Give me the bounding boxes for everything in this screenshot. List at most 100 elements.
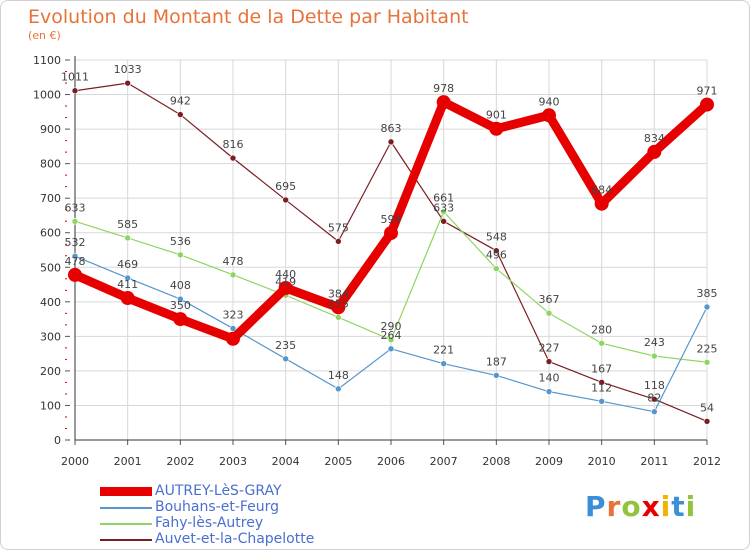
y-tick-label: 200: [40, 365, 61, 378]
series-3-point: [229, 154, 237, 162]
legend-swatch-bouhans: [100, 507, 152, 509]
series-3-point: [598, 379, 605, 386]
series-1-point: [335, 385, 342, 393]
data-label: 243: [644, 336, 665, 349]
series-1-point: [545, 388, 553, 395]
x-tick-label: 2007: [430, 455, 458, 468]
series-2-point: [71, 218, 79, 225]
x-tick-label: 2009: [535, 455, 563, 468]
series-0-point: [436, 95, 451, 110]
data-label: 834: [644, 132, 665, 145]
series-3-point: [335, 238, 342, 245]
data-label: 355: [328, 297, 349, 310]
legend-swatch-auvet: [100, 539, 152, 541]
data-label: 532: [65, 236, 86, 249]
series-1-point: [387, 345, 395, 353]
series-3-point: [703, 418, 711, 425]
x-tick-label: 2006: [377, 455, 405, 468]
series-3-point: [124, 79, 131, 87]
series-1-point: [703, 303, 711, 311]
data-label: 148: [328, 369, 349, 382]
series-1-point: [493, 372, 500, 379]
data-label: 1011: [61, 71, 89, 84]
x-tick-label: 2012: [693, 455, 721, 468]
data-label: 227: [539, 342, 560, 355]
legend-label-autrey: AUTREY-LèS-GRAY: [155, 483, 282, 499]
data-label: 264: [381, 329, 402, 342]
data-label: 140: [539, 372, 560, 385]
y-tick-label: 800: [40, 158, 61, 171]
data-label: 367: [539, 293, 560, 306]
series-2-point: [229, 271, 237, 279]
series-3-point: [282, 196, 289, 204]
x-tick-label: 2005: [324, 455, 352, 468]
series-2-point: [440, 208, 447, 215]
series-1-point: [229, 325, 237, 332]
data-label: 575: [328, 221, 349, 234]
legend-swatch-autrey: [100, 487, 152, 496]
series-0-point: [120, 291, 135, 306]
data-label: 496: [486, 249, 507, 262]
data-label: 816: [223, 138, 244, 151]
data-label: 661: [433, 192, 454, 205]
series-0-point: [226, 331, 240, 346]
legend-item-bouhans: Bouhans-et-Feurg: [100, 499, 360, 516]
series-1-point: [598, 398, 605, 405]
legend-item-autrey: AUTREY-LèS-GRAY: [100, 483, 360, 500]
data-label: 599: [381, 213, 402, 226]
chart-subtitle: (en €): [28, 29, 61, 42]
data-label: 536: [170, 235, 191, 248]
series-1-point: [282, 355, 289, 363]
data-label: 548: [486, 231, 507, 244]
y-tick-label: 600: [40, 227, 61, 240]
data-label: 478: [223, 255, 244, 268]
data-label: 350: [170, 299, 191, 312]
series-3-point: [71, 87, 79, 95]
series-3-point: [493, 247, 500, 254]
y-tick-label: 300: [40, 330, 61, 343]
data-label: 942: [170, 95, 191, 108]
series-2-point: [335, 314, 342, 321]
series-2-point: [598, 339, 605, 347]
y-tick-label: 500: [40, 261, 61, 274]
data-label: 280: [591, 323, 612, 336]
y-tick-label: 1100: [33, 54, 61, 67]
series-0-point: [384, 226, 398, 241]
series-0-point: [173, 312, 188, 327]
x-tick-label: 2001: [114, 455, 142, 468]
data-label: 323: [223, 308, 244, 321]
data-label: 408: [170, 279, 191, 292]
data-label: 82: [647, 392, 661, 405]
series-3-point: [440, 218, 447, 225]
line-chart: 0 100 200 300 400 500 600 700 800 900 1000 1100 2000…: [33, 54, 721, 468]
data-label: 290: [381, 320, 402, 333]
data-label: 684: [591, 184, 612, 197]
data-label: 118: [644, 379, 665, 392]
series-3-point: [651, 395, 658, 403]
series-2-point: [493, 265, 500, 272]
data-label: 225: [697, 342, 718, 355]
series-0-point: [542, 108, 556, 123]
data-label: 901: [486, 109, 507, 122]
series-1-point: [440, 360, 447, 367]
series-1-point: [124, 274, 131, 282]
series-0-point: [331, 300, 346, 315]
data-label: 235: [275, 339, 296, 352]
data-label: 633: [65, 201, 86, 214]
data-label: 384: [328, 287, 349, 300]
data-label: 419: [275, 275, 296, 288]
series-0-point: [647, 144, 662, 159]
data-label: 978: [433, 82, 454, 95]
legend-label-fahy: Fahy-lès-Autrey: [155, 515, 264, 531]
legend-swatch-fahy: [100, 523, 152, 525]
data-label: 478: [65, 255, 86, 268]
series-0-point: [278, 281, 293, 295]
series-1-point: [177, 295, 184, 303]
x-tick-label: 2008: [482, 455, 510, 468]
data-label: 385: [697, 287, 718, 300]
legend-item-fahy: Fahy-lès-Autrey: [100, 515, 360, 532]
data-label: 585: [117, 218, 138, 231]
series-3-point: [177, 111, 184, 118]
y-tick-label: 900: [40, 123, 61, 136]
